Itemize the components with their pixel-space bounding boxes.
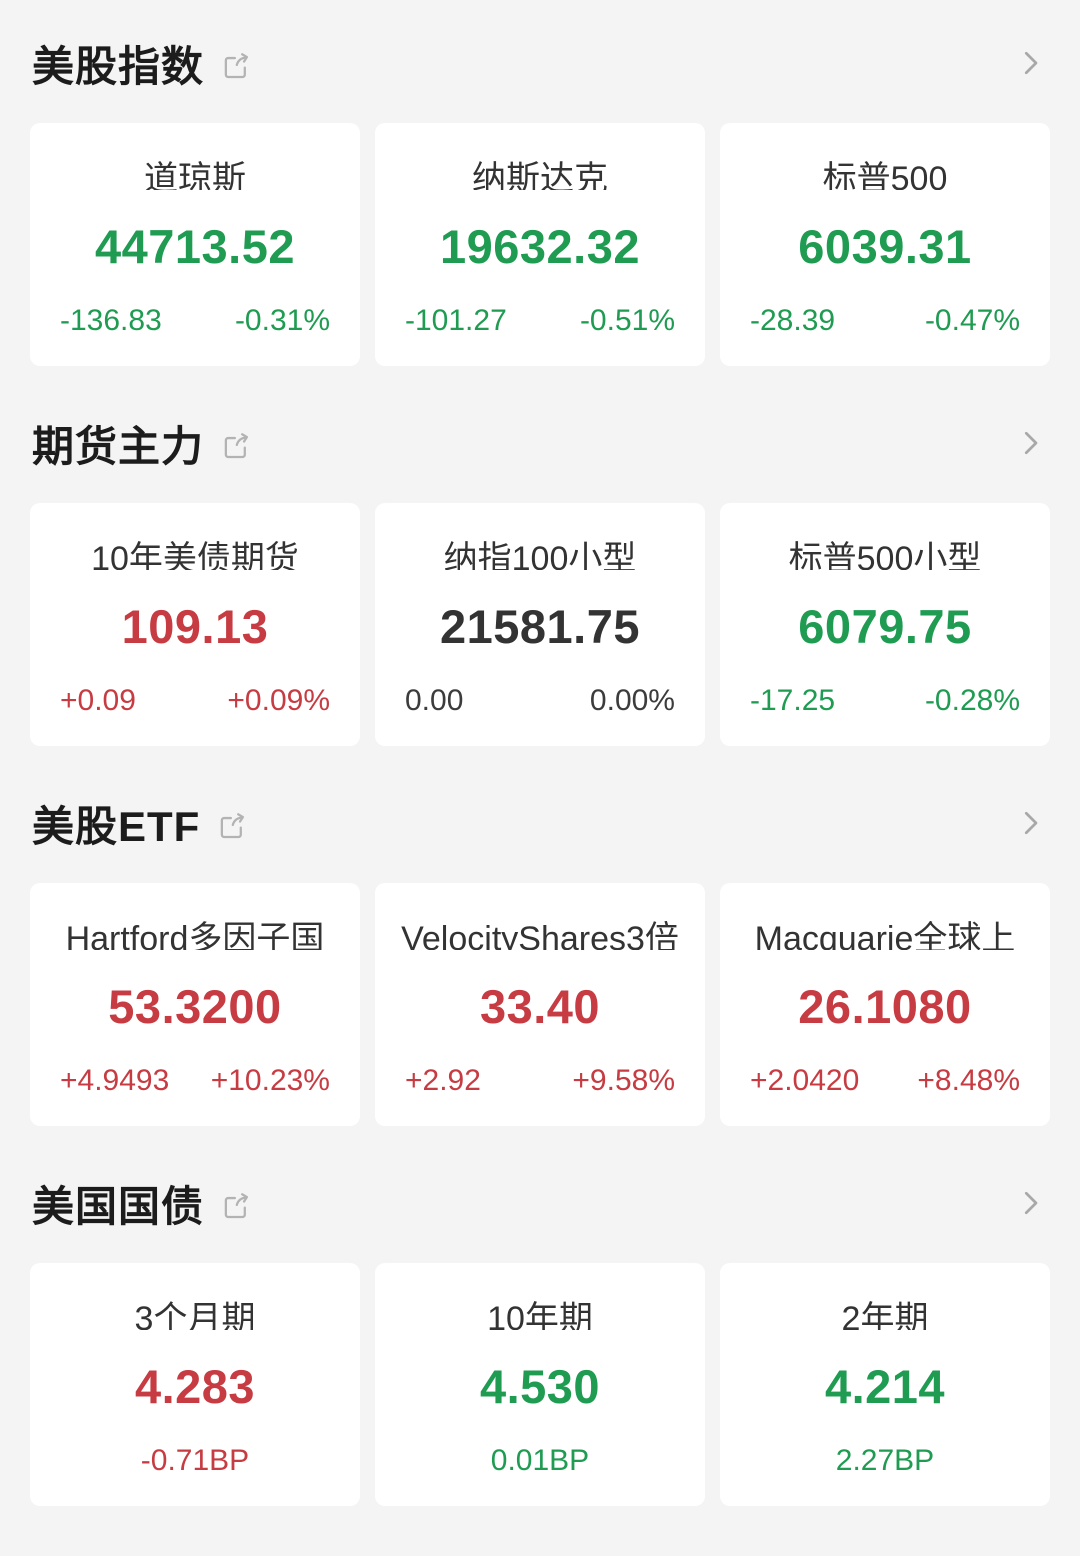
change-value: 0.00%: [589, 684, 675, 717]
chevron-right-icon[interactable]: [1012, 425, 1048, 461]
instrument-name: 标普500小型: [788, 541, 982, 570]
quote-card[interactable]: 2年期 4.214 2.27BP: [720, 1263, 1050, 1506]
chevron-right-icon[interactable]: [1012, 1185, 1048, 1221]
instrument-name: Macquarie全球上: [754, 921, 1016, 950]
change-value: +10.23%: [210, 1064, 330, 1097]
quote-card[interactable]: Hartford多因子国 53.3200 +4.9493 +10.23%: [30, 883, 360, 1126]
change-value: -0.47%: [924, 304, 1020, 337]
section-header[interactable]: 美国国债: [32, 1176, 1048, 1230]
price: 4.530: [479, 1360, 601, 1413]
change-row: +0.09 +0.09%: [56, 686, 334, 716]
price: 6039.31: [798, 220, 972, 273]
change-value: +0.09: [60, 684, 136, 717]
change-value: -28.39: [750, 304, 836, 337]
section-header[interactable]: 美股指数: [32, 36, 1048, 90]
quote-section: 美股ETF Hartford多因子国 53.3200 +4.9493 +10.23…: [30, 796, 1050, 1126]
change-row: -28.39 -0.47%: [746, 306, 1024, 336]
change-value: +4.9493: [60, 1064, 170, 1097]
change-row: 0.01BP: [401, 1446, 679, 1476]
external-link-icon[interactable]: [216, 810, 248, 842]
change-row: 2.27BP: [746, 1446, 1024, 1476]
price: 19632.32: [439, 220, 641, 273]
instrument-name: 道琼斯: [144, 161, 246, 190]
quote-page: 美股指数 道琼斯 44713.52 -136.83 -0.31% 纳斯达克 196…: [30, 36, 1050, 1506]
price: 44713.52: [94, 220, 296, 273]
quote-section: 美国国债 3个月期 4.283 -0.71BP 10年期 4.530 0.01B…: [30, 1176, 1050, 1506]
quote-card[interactable]: 道琼斯 44713.52 -136.83 -0.31%: [30, 123, 360, 366]
chevron-right-icon[interactable]: [1012, 45, 1048, 81]
change-value: -0.31%: [234, 304, 330, 337]
instrument-name: 10年美债期货: [91, 541, 299, 570]
quote-card[interactable]: 10年期 4.530 0.01BP: [375, 1263, 705, 1506]
change-value: -0.71BP: [140, 1444, 250, 1477]
change-row: +4.9493 +10.23%: [56, 1066, 334, 1096]
change-value: +8.48%: [917, 1064, 1020, 1097]
quote-card[interactable]: 标普500小型 6079.75 -17.25 -0.28%: [720, 503, 1050, 746]
change-row: -101.27 -0.51%: [401, 306, 679, 336]
card-grid: 3个月期 4.283 -0.71BP 10年期 4.530 0.01BP 2年期…: [30, 1263, 1050, 1506]
instrument-name: 2年期: [841, 1301, 929, 1330]
price: 33.40: [479, 980, 601, 1033]
change-value: -136.83: [60, 304, 162, 337]
instrument-name: 标普500: [822, 161, 948, 190]
instrument-name: 3个月期: [134, 1301, 256, 1330]
external-link-icon[interactable]: [220, 1190, 252, 1222]
change-value: +2.0420: [750, 1064, 860, 1097]
section-title: 期货主力: [32, 422, 205, 470]
card-grid: 道琼斯 44713.52 -136.83 -0.31% 纳斯达克 19632.32…: [30, 123, 1050, 366]
instrument-name: Hartford多因子国: [65, 921, 325, 950]
price: 4.214: [824, 1360, 946, 1413]
quote-card[interactable]: 纳指100小型 21581.75 0.00 0.00%: [375, 503, 705, 746]
price: 26.1080: [798, 980, 972, 1033]
instrument-name: 纳指100小型: [443, 541, 637, 570]
instrument-name: 纳斯达克: [472, 161, 608, 190]
change-value: -17.25: [750, 684, 836, 717]
chevron-right-icon[interactable]: [1012, 805, 1048, 841]
change-row: +2.92 +9.58%: [401, 1066, 679, 1096]
card-grid: 10年美债期货 109.13 +0.09 +0.09% 纳指100小型 21581…: [30, 503, 1050, 746]
change-row: -136.83 -0.31%: [56, 306, 334, 336]
change-value: -0.28%: [924, 684, 1020, 717]
quote-card[interactable]: Macquarie全球上 26.1080 +2.0420 +8.48%: [720, 883, 1050, 1126]
quote-section: 美股指数 道琼斯 44713.52 -136.83 -0.31% 纳斯达克 196…: [30, 36, 1050, 366]
section-header[interactable]: 期货主力: [32, 416, 1048, 470]
price: 109.13: [121, 600, 269, 653]
quote-card[interactable]: 标普500 6039.31 -28.39 -0.47%: [720, 123, 1050, 366]
section-title: 美股指数: [32, 42, 205, 90]
external-link-icon[interactable]: [220, 430, 252, 462]
change-row: -0.71BP: [56, 1446, 334, 1476]
quote-card[interactable]: 纳斯达克 19632.32 -101.27 -0.51%: [375, 123, 705, 366]
quote-card[interactable]: VelocityShares3倍 33.40 +2.92 +9.58%: [375, 883, 705, 1126]
instrument-name: VelocityShares3倍: [401, 921, 679, 950]
change-value: 0.01BP: [490, 1444, 590, 1477]
change-value: -101.27: [405, 304, 507, 337]
instrument-name: 10年期: [487, 1301, 593, 1330]
change-value: +2.92: [405, 1064, 481, 1097]
external-link-icon[interactable]: [220, 50, 252, 82]
card-grid: Hartford多因子国 53.3200 +4.9493 +10.23% Velo…: [30, 883, 1050, 1126]
price: 4.283: [134, 1360, 256, 1413]
change-value: -0.51%: [579, 304, 675, 337]
change-value: +9.58%: [572, 1064, 675, 1097]
quote-card[interactable]: 10年美债期货 109.13 +0.09 +0.09%: [30, 503, 360, 746]
change-value: +0.09%: [227, 684, 330, 717]
section-header[interactable]: 美股ETF: [32, 796, 1048, 850]
price: 6079.75: [798, 600, 972, 653]
quote-card[interactable]: 3个月期 4.283 -0.71BP: [30, 1263, 360, 1506]
change-row: -17.25 -0.28%: [746, 686, 1024, 716]
price: 21581.75: [439, 600, 641, 653]
change-row: 0.00 0.00%: [401, 686, 679, 716]
change-row: +2.0420 +8.48%: [746, 1066, 1024, 1096]
quote-section: 期货主力 10年美债期货 109.13 +0.09 +0.09% 纳指100小型 …: [30, 416, 1050, 746]
section-title: 美国国债: [32, 1182, 205, 1230]
change-value: 0.00: [405, 684, 464, 717]
section-title: 美股ETF: [32, 802, 201, 850]
price: 53.3200: [108, 980, 282, 1033]
change-value: 2.27BP: [835, 1444, 935, 1477]
